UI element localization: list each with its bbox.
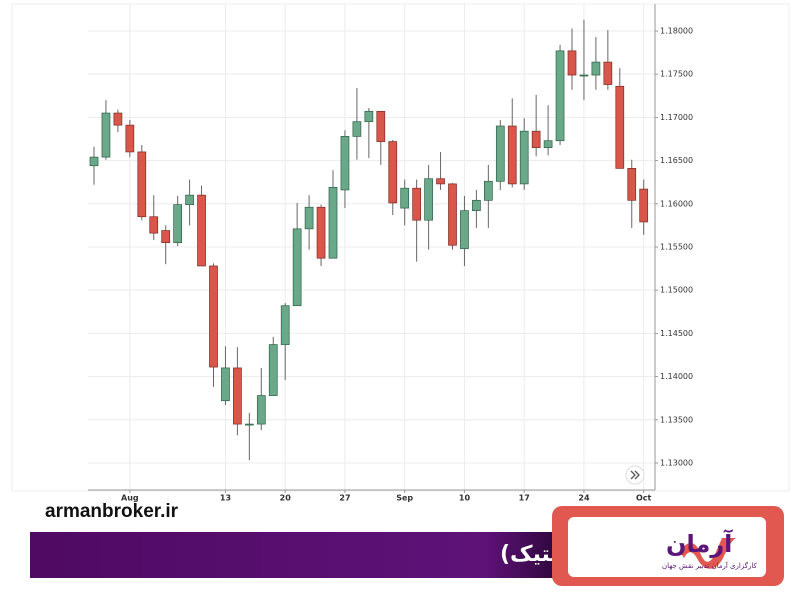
plot: 1.13000 1.13500 1.14000 1.14500 1.15000 1.155…	[88, 4, 693, 503]
y-tick-label: 1.14500	[660, 329, 693, 338]
candle-body	[627, 167, 637, 201]
y-tick-label: 1.15500	[660, 242, 693, 251]
x-tick-label: Oct	[636, 494, 652, 503]
y-tick-label: 1.16500	[660, 156, 693, 165]
candle-body	[424, 178, 433, 221]
y-tick-label: 1.16000	[660, 199, 693, 208]
candle-body	[113, 112, 123, 126]
banner	[30, 532, 565, 578]
candle-body	[591, 61, 601, 76]
x-tick-label: 17	[519, 494, 530, 503]
candle-body	[567, 50, 577, 76]
x-tick-label: 20	[280, 494, 292, 503]
scroll-button[interactable]	[625, 465, 645, 485]
candle-body	[149, 216, 159, 234]
y-tick-label: 1.13000	[660, 458, 693, 467]
candle-body	[304, 206, 314, 230]
candle-body	[507, 125, 517, 185]
y-tick-label: 1.17000	[660, 113, 693, 122]
candle-body	[639, 188, 649, 223]
candle-body	[233, 367, 242, 425]
candle-body	[89, 156, 99, 167]
x-tick-label: 10	[459, 494, 471, 503]
logo-name: آرمان	[666, 529, 733, 558]
candle-body	[495, 125, 505, 182]
candle-body	[484, 180, 493, 201]
candle-body	[185, 194, 194, 205]
candle-body	[579, 74, 589, 77]
candle-body	[328, 187, 338, 259]
candle-body	[388, 141, 398, 204]
candle-body	[137, 151, 147, 218]
candle-body	[340, 136, 350, 191]
candle-body	[364, 110, 374, 123]
candle-body	[352, 121, 362, 137]
y-tick-label: 1.18000	[660, 26, 693, 35]
candle-body	[472, 199, 481, 212]
candle-body	[268, 344, 278, 396]
x-tick-label: 24	[578, 494, 590, 503]
candle-body	[412, 187, 421, 221]
candle-body	[615, 85, 625, 169]
y-tick-label: 1.15000	[660, 286, 693, 295]
x-tick-label: 13	[220, 494, 231, 503]
candle-body	[531, 130, 541, 148]
candle-body	[519, 130, 529, 185]
chart-frame	[11, 3, 790, 492]
candle-body	[101, 112, 111, 158]
x-tick-label: Sep	[396, 494, 413, 503]
candle-body	[125, 124, 135, 153]
candle-body	[221, 367, 230, 402]
candle-body	[460, 210, 469, 250]
candle-body	[209, 265, 218, 368]
candle-body	[316, 206, 326, 259]
candle-body	[256, 395, 266, 425]
site-url: armanbroker.ir	[45, 501, 179, 522]
candle-body	[448, 183, 457, 246]
y-tick-label: 1.13500	[660, 415, 693, 424]
candle-body	[376, 110, 386, 142]
candle-body	[292, 228, 302, 307]
candle-body	[161, 230, 171, 243]
candle-body	[280, 305, 290, 345]
candle-body	[197, 194, 206, 267]
candle-body	[436, 178, 445, 185]
candle-body	[400, 187, 410, 209]
y-tick-label: 1.17500	[660, 70, 693, 79]
y-tick-label: 1.14000	[660, 372, 693, 381]
logo-tagline: کارگزاری آرمان تدبیر نقش جهان	[662, 561, 758, 570]
candle-body	[603, 61, 613, 85]
logo-mark	[680, 538, 736, 569]
x-tick-label: Aug	[121, 494, 139, 503]
x-tick-label: 27	[339, 494, 350, 503]
candle-body	[245, 423, 254, 426]
candle-body	[173, 204, 182, 243]
candle-body	[543, 140, 553, 148]
candle-body	[555, 50, 565, 142]
